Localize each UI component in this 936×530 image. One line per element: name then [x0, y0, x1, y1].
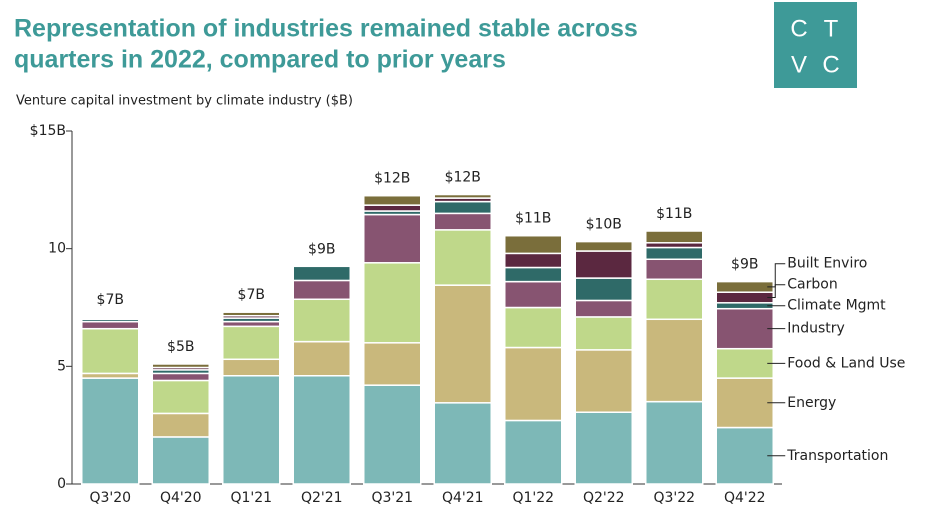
legend-connector: [767, 263, 786, 288]
bar-segment: [222, 325, 281, 361]
legend-label: Carbon: [787, 277, 837, 293]
bar-segment: [433, 284, 492, 404]
bar-segment: [433, 402, 492, 485]
bar-segment: [504, 346, 563, 422]
chart-subtitle: Venture capital investment by climate in…: [16, 94, 353, 109]
total-label: $7B: [97, 292, 124, 308]
bar-segment: [504, 280, 563, 309]
bar-segment: [81, 327, 140, 375]
bar-segment: [504, 306, 563, 349]
bar-segment: [292, 265, 351, 282]
bar-segment: [715, 302, 774, 310]
bar-segment: [645, 278, 704, 321]
bar-segment: [81, 377, 140, 485]
bar-segment: [363, 213, 422, 264]
bar-segment: [574, 250, 633, 279]
bar-segment: [81, 316, 140, 319]
bar-segment: [574, 277, 633, 302]
x-tick-label: Q4'22: [724, 490, 766, 506]
legend-label: Energy: [787, 395, 836, 411]
y-tick-label: 0: [57, 476, 66, 492]
bar-segment: [504, 234, 563, 255]
bar-segment: [363, 384, 422, 485]
legend-label: Built Enviro: [787, 256, 867, 272]
logo-box: [774, 2, 857, 88]
bar-segment: [715, 426, 774, 485]
legend-label: Industry: [787, 321, 845, 337]
total-label: $9B: [308, 241, 335, 257]
bar-segment: [433, 212, 492, 231]
bar-segment: [363, 342, 422, 386]
x-tick-label: Q3'22: [653, 490, 695, 506]
logo-letter: C: [790, 15, 809, 42]
logo-letter: V: [791, 51, 809, 78]
bar-segment: [222, 358, 281, 377]
legend-connector: [767, 284, 786, 298]
y-tick-label: $15B: [30, 123, 66, 139]
x-tick-label: Q1'21: [230, 490, 272, 506]
legend-label: Transportation: [786, 448, 888, 464]
bar-segment: [363, 262, 422, 344]
bar-segment: [433, 229, 492, 286]
y-tick-label: 5: [57, 358, 66, 374]
bar-segment: [645, 400, 704, 485]
bar-segment: [292, 298, 351, 343]
x-tick-label: Q2'22: [583, 490, 625, 506]
bar-segment: [715, 307, 774, 350]
bar-segment: [504, 252, 563, 269]
total-label: $7B: [238, 287, 265, 303]
bar-segment: [363, 204, 422, 212]
bar-segment: [504, 266, 563, 283]
bar-segment: [151, 372, 210, 382]
bar-segment: [151, 436, 210, 485]
bar-segment: [81, 320, 140, 330]
bar-segment: [574, 299, 633, 318]
bar-segment: [715, 291, 774, 304]
logo-letter: C: [822, 51, 841, 78]
total-label: $11B: [656, 206, 692, 222]
total-label: $9B: [731, 257, 758, 273]
x-tick-label: Q4'20: [160, 490, 202, 506]
bar-segment: [645, 258, 704, 281]
bar-segment: [715, 280, 774, 293]
x-tick-label: Q3'20: [89, 490, 131, 506]
x-tick-label: Q1'22: [512, 490, 554, 506]
x-tick-label: Q3'21: [371, 490, 413, 506]
bar-segment: [645, 318, 704, 403]
bar-segment: [363, 194, 422, 206]
bar-segment: [645, 230, 704, 244]
total-label: $11B: [515, 211, 551, 227]
chart-title: quarters in 2022, compared to prior year…: [14, 46, 506, 74]
bar-segment: [292, 374, 351, 485]
bar-segment: [222, 311, 281, 317]
y-tick-label: 10: [48, 241, 66, 257]
x-tick-label: Q2'21: [301, 490, 343, 506]
total-label: $12B: [445, 170, 481, 186]
bar-segment: [433, 193, 492, 199]
bar-segment: [645, 246, 704, 261]
bar-segment: [715, 347, 774, 379]
bar-segment: [292, 340, 351, 377]
x-tick-label: Q4'21: [442, 490, 484, 506]
bar-segment: [574, 411, 633, 485]
bar-segment: [574, 240, 633, 252]
bar-segment: [574, 316, 633, 351]
bar-segment: [574, 349, 633, 413]
bar-segment: [292, 279, 351, 301]
logo-letter: T: [824, 15, 841, 42]
bar-segment: [151, 363, 210, 369]
bar-segment: [715, 377, 774, 429]
bar-segment: [504, 419, 563, 485]
bar-segment: [433, 200, 492, 215]
legend-label: Food & Land Use: [787, 355, 905, 371]
bar-segment: [222, 374, 281, 485]
total-label: $5B: [167, 339, 194, 355]
bar-segment: [151, 412, 210, 438]
chart-title: Representation of industries remained st…: [14, 15, 638, 43]
legend-label: Climate Mgmt: [787, 298, 886, 314]
total-label: $12B: [374, 171, 410, 187]
total-label: $10B: [586, 217, 622, 233]
bar-segment: [151, 379, 210, 415]
